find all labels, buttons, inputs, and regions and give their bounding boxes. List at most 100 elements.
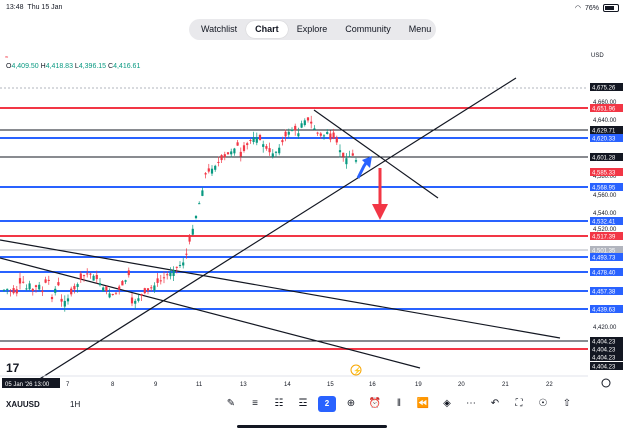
candle bbox=[86, 268, 89, 278]
currency-label[interactable]: USD bbox=[591, 53, 604, 59]
candle bbox=[246, 141, 249, 150]
bulb-icon[interactable]: ☉ bbox=[538, 398, 548, 409]
compare-icon[interactable]: ‖ bbox=[396, 398, 402, 409]
candle bbox=[162, 271, 166, 284]
candle bbox=[76, 282, 79, 293]
candle bbox=[310, 115, 313, 129]
candle bbox=[274, 151, 278, 158]
candle bbox=[2, 289, 6, 293]
candle bbox=[319, 132, 322, 139]
price-badge: 4,404.23 bbox=[590, 337, 623, 346]
tab-community[interactable]: Community bbox=[345, 24, 391, 34]
time-label: 8 bbox=[111, 382, 115, 388]
candle bbox=[127, 267, 130, 278]
red-down-arrow bbox=[372, 168, 388, 220]
tab-explore[interactable]: Explore bbox=[296, 24, 328, 34]
svg-text:4,651.96: 4,651.96 bbox=[592, 107, 616, 113]
candle bbox=[41, 286, 44, 296]
candle bbox=[354, 157, 358, 164]
time-label: 11 bbox=[196, 382, 203, 388]
candle bbox=[207, 163, 210, 174]
candle bbox=[255, 132, 258, 146]
settings-icon[interactable] bbox=[601, 378, 611, 388]
price-axis[interactable]: 4,660.00 4,640.00 4,580.00 4,560.00 4,54… bbox=[588, 60, 625, 390]
price-badge: 4,620.33 bbox=[590, 134, 623, 143]
symbol-name[interactable]: XAUUSD bbox=[6, 400, 40, 409]
bottom-toolbar: ✎ ≡ ☷ ☲ 2 ⊕ ⏰ ‖ ⏪ ◈ ⋯ ↶ ⛶ ☉ ⇧ bbox=[222, 396, 576, 412]
replay-icon[interactable]: ⏪ bbox=[416, 398, 430, 409]
candle bbox=[124, 279, 127, 285]
price-tick: 4,420.00 bbox=[593, 325, 617, 331]
candle bbox=[230, 148, 233, 158]
candle bbox=[290, 127, 294, 132]
share-icon[interactable]: ⇧ bbox=[562, 398, 572, 409]
candle bbox=[329, 130, 332, 143]
layout-grid-icon[interactable]: ☷ bbox=[274, 398, 284, 409]
candle bbox=[153, 282, 156, 293]
candle bbox=[182, 257, 185, 269]
svg-text:4,532.41: 4,532.41 bbox=[592, 220, 616, 226]
candle bbox=[159, 274, 162, 285]
candle bbox=[169, 267, 172, 280]
candle bbox=[338, 144, 342, 158]
price-tick: 4,520.00 bbox=[593, 227, 617, 233]
time-label: 19 bbox=[415, 382, 422, 388]
candle bbox=[226, 152, 230, 155]
ohlc-readout: O4,409.50 H4,418.83 L4,396.15 C4,416.61 bbox=[6, 63, 141, 70]
candle bbox=[130, 292, 134, 307]
candle bbox=[262, 140, 265, 153]
price-tick: 4,540.00 bbox=[593, 211, 617, 217]
candle bbox=[271, 149, 274, 159]
svg-text:4,675.26: 4,675.26 bbox=[592, 86, 616, 92]
candle bbox=[28, 280, 31, 291]
undo-icon[interactable]: ↶ bbox=[490, 398, 500, 409]
more-icon[interactable]: ⋯ bbox=[466, 398, 476, 409]
svg-text:4,517.39: 4,517.39 bbox=[592, 235, 616, 241]
candle bbox=[278, 144, 281, 156]
trend-lines[interactable] bbox=[0, 77, 561, 381]
tab-menu[interactable]: Menu bbox=[408, 24, 432, 34]
battery-icon bbox=[603, 4, 619, 12]
candle bbox=[294, 123, 297, 136]
candle bbox=[114, 292, 118, 295]
tab-chart[interactable]: Chart bbox=[246, 21, 288, 38]
svg-text:4,404.23: 4,404.23 bbox=[592, 340, 616, 346]
layers-icon[interactable]: ◈ bbox=[443, 398, 451, 409]
candle bbox=[137, 294, 140, 303]
candle bbox=[351, 149, 354, 157]
price-tick: 4,580.00 bbox=[593, 174, 617, 180]
time-label-cursor: 05 Jan '26 13:00 bbox=[5, 382, 50, 388]
candle bbox=[57, 277, 60, 287]
chart-type-icon[interactable]: ≡ bbox=[252, 398, 258, 409]
candle bbox=[79, 271, 82, 283]
candle bbox=[92, 274, 95, 281]
candle bbox=[31, 287, 34, 296]
time-label: 9 bbox=[154, 382, 158, 388]
top-nav: Watchlist Chart Explore Community Menu bbox=[189, 19, 436, 40]
draw-brush-icon[interactable]: ✎ bbox=[226, 398, 236, 409]
indicators-icon[interactable]: ☲ bbox=[298, 398, 308, 409]
candle bbox=[198, 201, 201, 205]
candle bbox=[258, 133, 262, 141]
candle bbox=[201, 187, 204, 197]
candle bbox=[172, 266, 175, 281]
event-lightning-icon[interactable] bbox=[350, 364, 362, 376]
wifi-icon: ◠ bbox=[574, 5, 581, 12]
timeframe-selector[interactable]: 1H bbox=[70, 400, 81, 409]
candle bbox=[146, 288, 150, 295]
candle bbox=[326, 129, 329, 135]
candle bbox=[178, 261, 182, 269]
time-label: 13 bbox=[240, 382, 247, 388]
add-icon[interactable]: ⊕ bbox=[346, 398, 356, 409]
fullscreen-icon[interactable]: ⛶ bbox=[515, 398, 523, 409]
candle bbox=[345, 153, 348, 169]
candle bbox=[322, 134, 326, 140]
time-axis[interactable]: 05 Jan '26 13:00 7 8 9 11 13 14 15 16 19… bbox=[0, 375, 611, 388]
price-badge: 4,675.26 bbox=[590, 83, 623, 92]
candle bbox=[98, 277, 102, 287]
badge-2-icon[interactable]: 2 bbox=[318, 396, 336, 412]
tab-watchlist[interactable]: Watchlist bbox=[201, 24, 238, 34]
time-label: 20 bbox=[458, 382, 465, 388]
alarm-clock-icon[interactable]: ⏰ bbox=[368, 398, 382, 409]
